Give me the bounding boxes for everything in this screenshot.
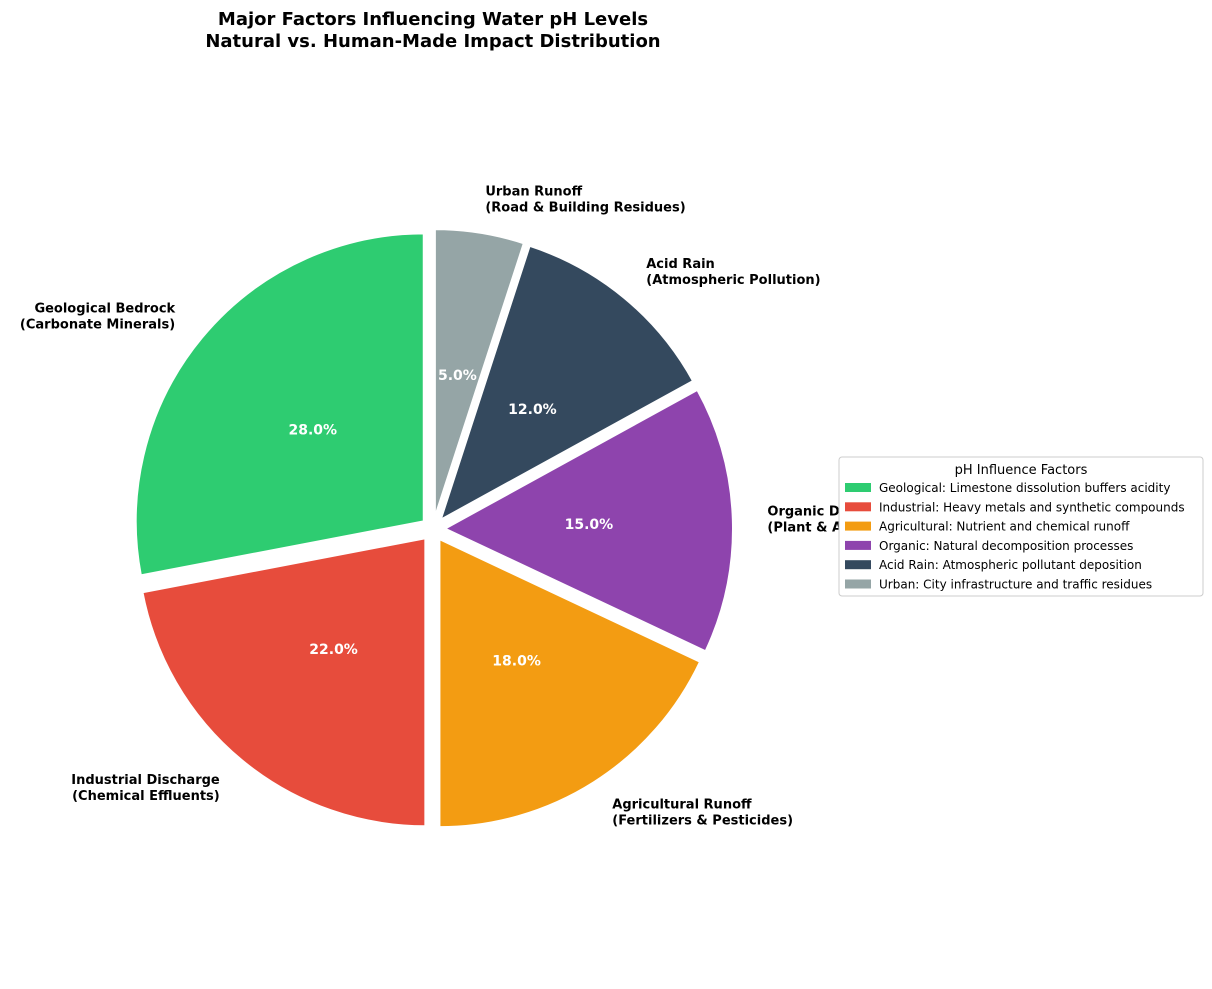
legend-swatch-acid-rain (845, 560, 871, 570)
legend-entry-agricultural: Agricultural: Nutrient and chemical runo… (879, 520, 1130, 534)
slice-label-urban: Urban Runoff (Road & Building Residues) (485, 185, 685, 216)
chart-subtitle: Natural vs. Human-Made Impact Distributi… (205, 31, 660, 52)
pie-slice-agricultural (438, 537, 702, 829)
pct-label-urban: 5.0% (438, 368, 477, 384)
legend-swatch-agricultural (845, 521, 871, 531)
slice-label-agricultural: Agricultural Runoff (Fertilizers & Pestic… (612, 797, 793, 828)
pct-label-organic: 15.0% (565, 517, 614, 533)
chart-title: Major Factors Influencing Water pH Level… (218, 9, 648, 30)
legend: pH Influence Factors Geological: Limesto… (838, 456, 1204, 597)
legend-entry-acid-rain: Acid Rain: Atmospheric pollutant deposit… (879, 558, 1142, 572)
pct-label-acid-rain: 12.0% (508, 402, 557, 418)
pct-label-agricultural: 18.0% (492, 654, 541, 670)
legend-entry-urban: Urban: City infrastructure and traffic r… (879, 578, 1152, 592)
pie-slice-organic (442, 388, 734, 653)
legend-entry-organic: Organic: Natural decomposition processes (879, 539, 1133, 553)
legend-swatch-organic (845, 540, 871, 550)
pct-label-industrial: 22.0% (309, 642, 358, 658)
pie-slice-geological (134, 232, 425, 577)
pie-slice-acid-rain (438, 244, 695, 522)
legend-swatch-industrial (845, 502, 871, 512)
pct-label-geological: 28.0% (289, 423, 338, 439)
legend-swatch-urban (845, 579, 871, 589)
legend-box (838, 456, 1204, 597)
slice-label-acid-rain: Acid Rain (Atmospheric Pollution) (646, 257, 820, 288)
legend-swatch-geological (845, 483, 871, 492)
legend-title: pH Influence Factors (955, 463, 1088, 478)
slice-label-geological: Geological Bedrock (Carbonate Minerals) (20, 302, 176, 333)
pie-slice-urban (433, 228, 526, 518)
slice-label-industrial: Industrial Discharge (Chemical Effluents) (71, 773, 220, 804)
legend-entry-geological: Geological: Limestone dissolution buffer… (879, 481, 1170, 495)
legend-entry-industrial: Industrial: Heavy metals and synthetic c… (879, 500, 1185, 514)
pie-slices (134, 228, 734, 829)
pie-slice-industrial (141, 537, 427, 828)
